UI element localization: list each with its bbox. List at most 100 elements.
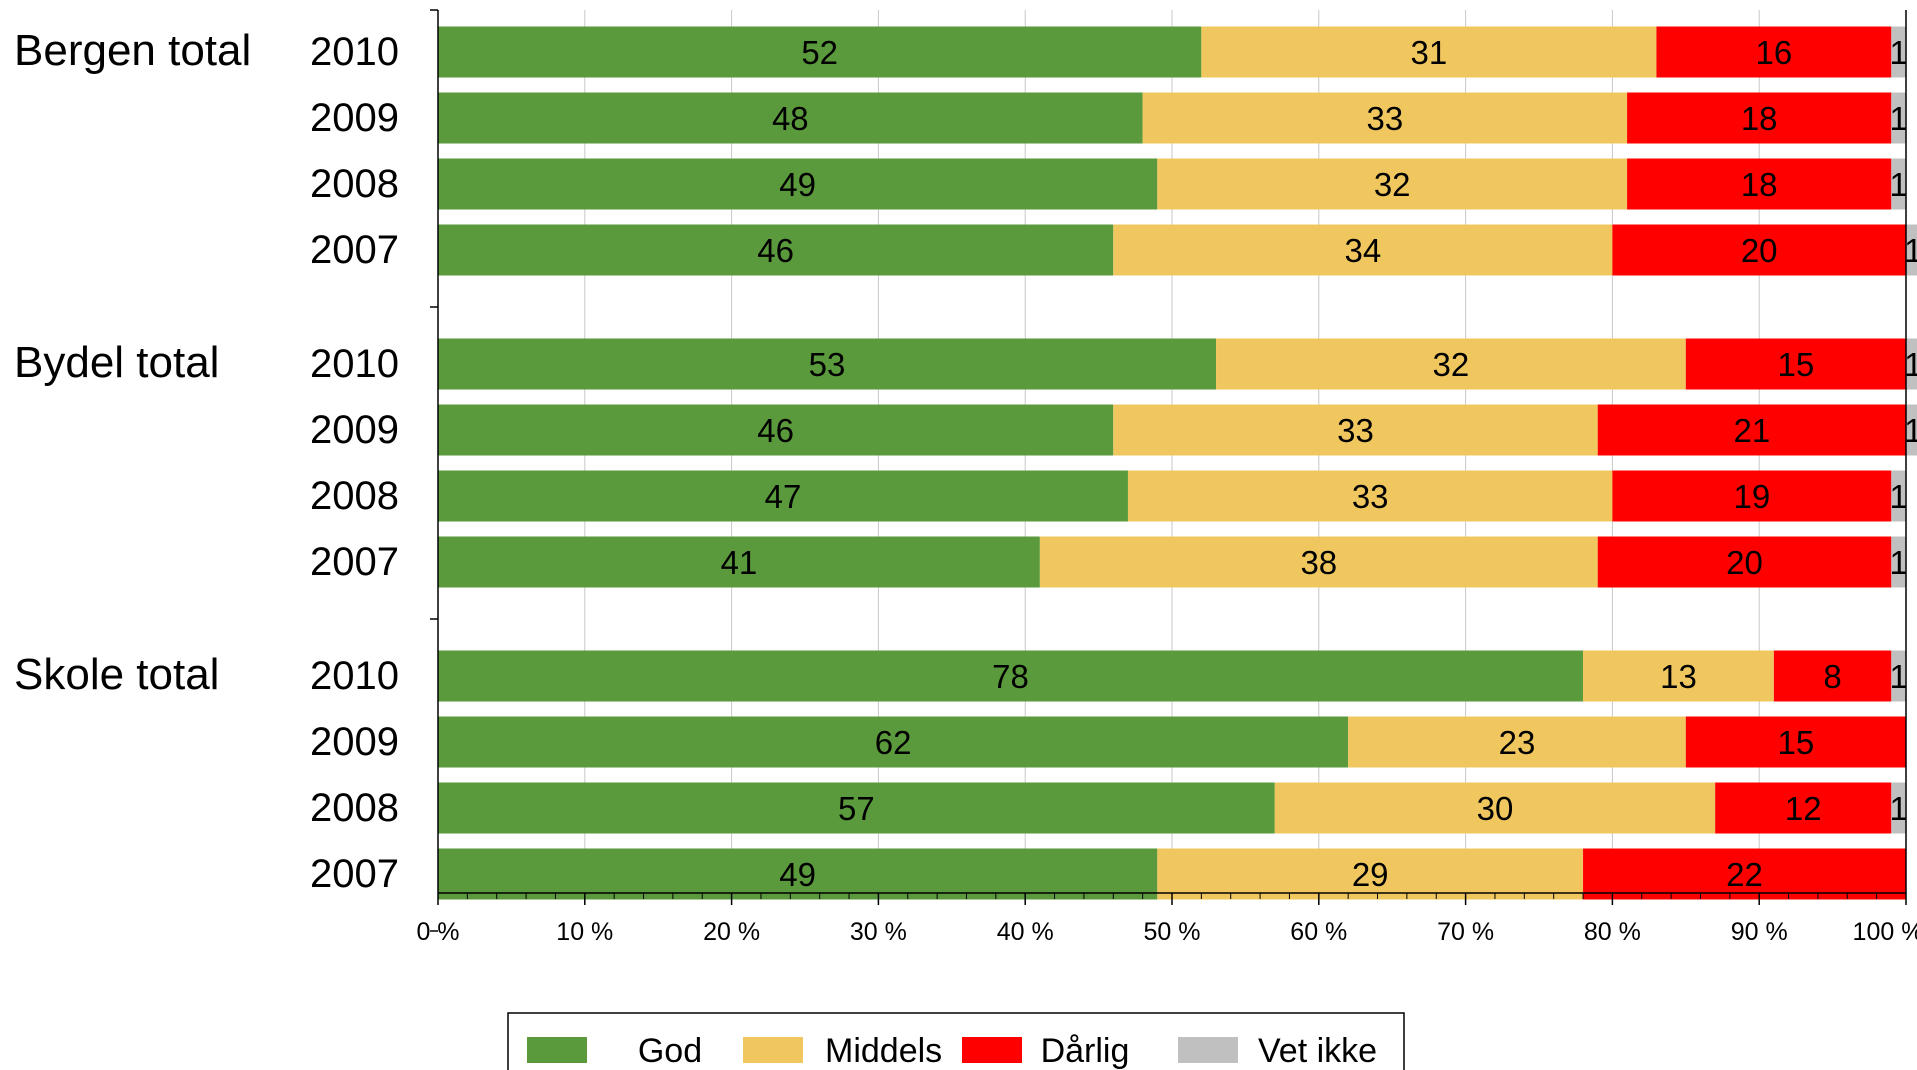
data-label: 8 — [1823, 658, 1841, 695]
bar-segment-god — [438, 224, 1114, 276]
data-label: 34 — [1344, 232, 1381, 269]
bar-segment-vet-ikke — [1891, 650, 1906, 702]
bar-segment-d-rlig — [1583, 848, 1906, 900]
bar-segment-vet-ikke — [1906, 338, 1917, 390]
bar-segment-d-rlig — [1715, 782, 1892, 834]
x-axis: 0 % 10 % 20 % 30 % 40 % 50 % 60 % 70 % 80 % 90 % 1… — [416, 9, 1917, 946]
bar-segment-d-rlig — [1597, 404, 1906, 456]
data-label: 1 — [1889, 544, 1907, 581]
bar-segment-middels — [1583, 650, 1774, 702]
data-label: 32 — [1433, 346, 1470, 383]
x-tick-label: 40 % — [997, 918, 1054, 946]
x-tick-label: 60 % — [1290, 918, 1347, 946]
year-label: 2009 — [310, 408, 399, 452]
x-tick-label: 50 % — [1144, 918, 1201, 946]
data-label: 12 — [1785, 790, 1822, 827]
legend-swatch — [743, 1037, 803, 1063]
x-tick-label: 20 % — [703, 918, 760, 946]
legend-swatch — [1178, 1037, 1238, 1063]
bar-segment-god — [438, 92, 1143, 144]
bar-segment-middels — [1216, 338, 1686, 390]
bar-segment-middels — [1201, 26, 1657, 78]
bar-segment-d-rlig — [1627, 92, 1892, 144]
x-tick-label: 90 % — [1731, 918, 1788, 946]
bar-segment-vet-ikke — [1891, 470, 1906, 522]
bar-segment-middels — [1274, 782, 1716, 834]
data-label: 29 — [1352, 856, 1389, 893]
bar-segment-god — [438, 536, 1040, 588]
data-label: 31 — [1411, 34, 1448, 71]
bar-segment-d-rlig — [1685, 338, 1906, 390]
data-label: 1 — [1904, 232, 1917, 269]
data-label: 1 — [1889, 34, 1907, 71]
row-labels: 2010 Bergen total 2009 2008 2007 2010 Bydel to… — [14, 26, 399, 896]
bar-segment-middels — [1113, 404, 1598, 456]
bar-segment-d-rlig — [1627, 158, 1892, 210]
legend: God Middels Dårlig Vet ikke — [507, 1012, 1405, 1070]
legend-swatch — [962, 1037, 1022, 1063]
bar-segment-vet-ikke — [1891, 782, 1906, 834]
data-label: 49 — [779, 166, 816, 203]
bar-segment-d-rlig — [1597, 536, 1892, 588]
bar-segment-vet-ikke — [1906, 224, 1917, 276]
year-label: 2008 — [310, 162, 399, 206]
bar-segment-d-rlig — [1656, 26, 1892, 78]
data-label: 30 — [1477, 790, 1514, 827]
legend-label: Vet ikke — [1258, 1032, 1377, 1070]
bar-segment-god — [438, 650, 1584, 702]
group-label: Bergen total — [14, 26, 251, 75]
bar-segment-middels — [1113, 224, 1613, 276]
bar-segment-middels — [1039, 536, 1598, 588]
bar-segment-god — [438, 26, 1202, 78]
bar-segment-d-rlig — [1612, 224, 1906, 276]
bar-segment-vet-ikke — [1891, 92, 1906, 144]
data-label: 1 — [1889, 100, 1907, 137]
year-label: 2007 — [310, 852, 399, 896]
group-label: Skole total — [14, 650, 219, 699]
x-tick-label: 0 % — [416, 918, 459, 946]
legend-swatch — [527, 1037, 587, 1063]
year-label: 2009 — [310, 96, 399, 140]
data-label: 32 — [1374, 166, 1411, 203]
bar-segment-middels — [1142, 92, 1628, 144]
data-label: 52 — [801, 34, 838, 71]
x-tick-label: 80 % — [1584, 918, 1641, 946]
bar-segment-vet-ikke — [1906, 404, 1917, 456]
bar-segment-vet-ikke — [1891, 536, 1906, 588]
bar-segment-god — [438, 404, 1114, 456]
bar-segment-middels — [1157, 158, 1628, 210]
data-label: 49 — [779, 856, 816, 893]
year-label: 2008 — [310, 474, 399, 518]
data-label: 1 — [1904, 346, 1917, 383]
data-label: 41 — [721, 544, 758, 581]
data-label: 23 — [1499, 724, 1536, 761]
bar-segment-d-rlig — [1685, 716, 1906, 768]
data-label: 19 — [1734, 478, 1771, 515]
data-label: 47 — [765, 478, 802, 515]
legend-box — [507, 1012, 1405, 1070]
bars: 52 31 16 148 33 18 149 32 18 146 34 20 153 32 15 146 33 2… — [438, 26, 1917, 900]
data-label: 62 — [875, 724, 912, 761]
bar-segment-middels — [1127, 470, 1613, 522]
data-label: 48 — [772, 100, 809, 137]
data-label: 1 — [1889, 166, 1907, 203]
data-label: 57 — [838, 790, 875, 827]
data-label: 21 — [1734, 412, 1771, 449]
data-label: 18 — [1741, 100, 1778, 137]
bar-segment-d-rlig — [1612, 470, 1892, 522]
x-tick-label: 30 % — [850, 918, 907, 946]
data-label: 20 — [1741, 232, 1778, 269]
data-label: 15 — [1778, 346, 1815, 383]
data-label: 33 — [1337, 412, 1374, 449]
year-label: 2007 — [310, 228, 399, 272]
data-label: 1 — [1889, 790, 1907, 827]
data-label: 16 — [1756, 34, 1793, 71]
year-label: 2008 — [310, 786, 399, 830]
year-label: 2010 — [310, 654, 399, 698]
year-label: 2007 — [310, 540, 399, 584]
data-label: 20 — [1726, 544, 1763, 581]
group-label: Bydel total — [14, 338, 219, 387]
legend-label: God — [638, 1032, 702, 1070]
data-label: 78 — [992, 658, 1029, 695]
